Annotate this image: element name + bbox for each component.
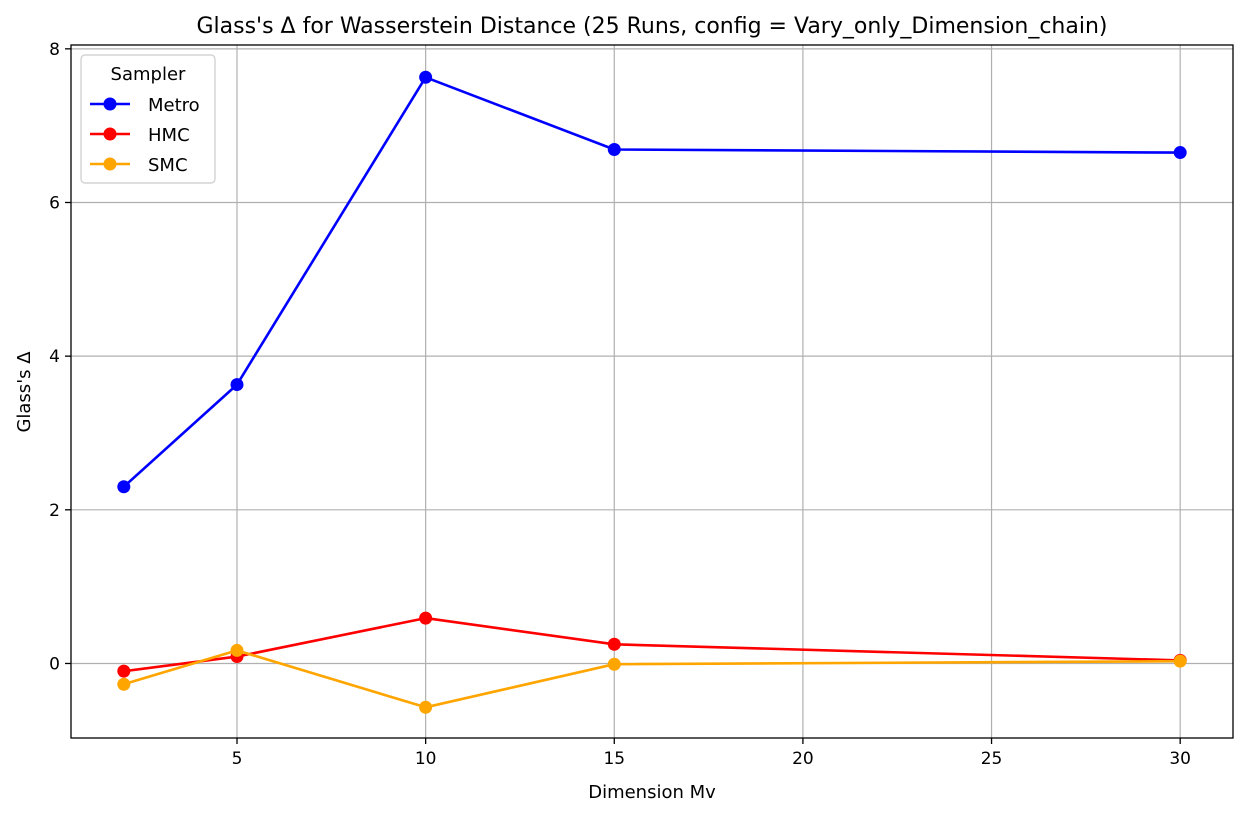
series-line-metro — [122, 76, 1181, 488]
x-tick-label: 20 — [792, 749, 814, 769]
y-tick-label: 4 — [49, 347, 60, 367]
data-point-hmc — [607, 637, 621, 651]
y-tick-label: 6 — [49, 194, 60, 214]
series-line-smc — [123, 649, 1181, 709]
x-tick-label: 25 — [981, 749, 1003, 769]
grid-layer — [71, 45, 1233, 738]
series-layer — [117, 70, 1187, 714]
y-tick-label: 0 — [49, 654, 60, 674]
legend: Sampler Metro HMC SMC — [80, 54, 216, 184]
y-tick-label: 8 — [49, 40, 60, 60]
legend-entry-smc: SMC — [90, 155, 188, 176]
y-tick-label: 2 — [49, 501, 60, 521]
legend-swatch-marker — [103, 97, 117, 111]
legend-label: Metro — [148, 95, 200, 116]
legend-label: SMC — [148, 155, 188, 176]
series-metro — [117, 70, 1187, 494]
data-point-smc — [607, 657, 621, 671]
legend-swatch-marker — [103, 127, 117, 141]
data-point-hmc — [117, 664, 131, 678]
legend-entry-hmc: HMC — [90, 125, 190, 146]
legend-swatch-marker — [103, 157, 117, 171]
plot-frame — [70, 44, 1234, 739]
data-point-smc — [419, 700, 433, 714]
y-axis-label: Glass's Δ — [14, 351, 35, 433]
tick-layer: 5 10 15 20 25 30 0 2 4 6 8 — [49, 40, 1191, 769]
x-tick-label: 30 — [1169, 749, 1191, 769]
series-hmc — [117, 611, 1187, 678]
data-point-hmc — [419, 611, 433, 625]
legend-entry-metro: Metro — [90, 95, 200, 116]
x-tick-label: 5 — [232, 749, 243, 769]
data-point-metro — [230, 378, 244, 392]
x-tick-label: 15 — [603, 749, 625, 769]
data-point-metro — [117, 480, 131, 494]
x-tick-label: 10 — [415, 749, 437, 769]
chart-title: Glass's Δ for Wasserstein Distance (25 R… — [196, 14, 1107, 39]
legend-title: Sampler — [111, 64, 186, 85]
legend-entries: Metro HMC SMC — [90, 95, 200, 176]
legend-box — [80, 54, 216, 184]
legend-label: HMC — [148, 125, 190, 146]
data-point-metro — [1173, 146, 1187, 160]
data-point-metro — [419, 70, 433, 84]
data-point-smc — [117, 677, 131, 691]
data-point-smc — [1173, 654, 1187, 668]
data-point-metro — [607, 142, 621, 156]
series-smc — [117, 643, 1187, 714]
data-point-smc — [230, 643, 244, 657]
x-axis-label: Dimension Mv — [588, 782, 716, 803]
